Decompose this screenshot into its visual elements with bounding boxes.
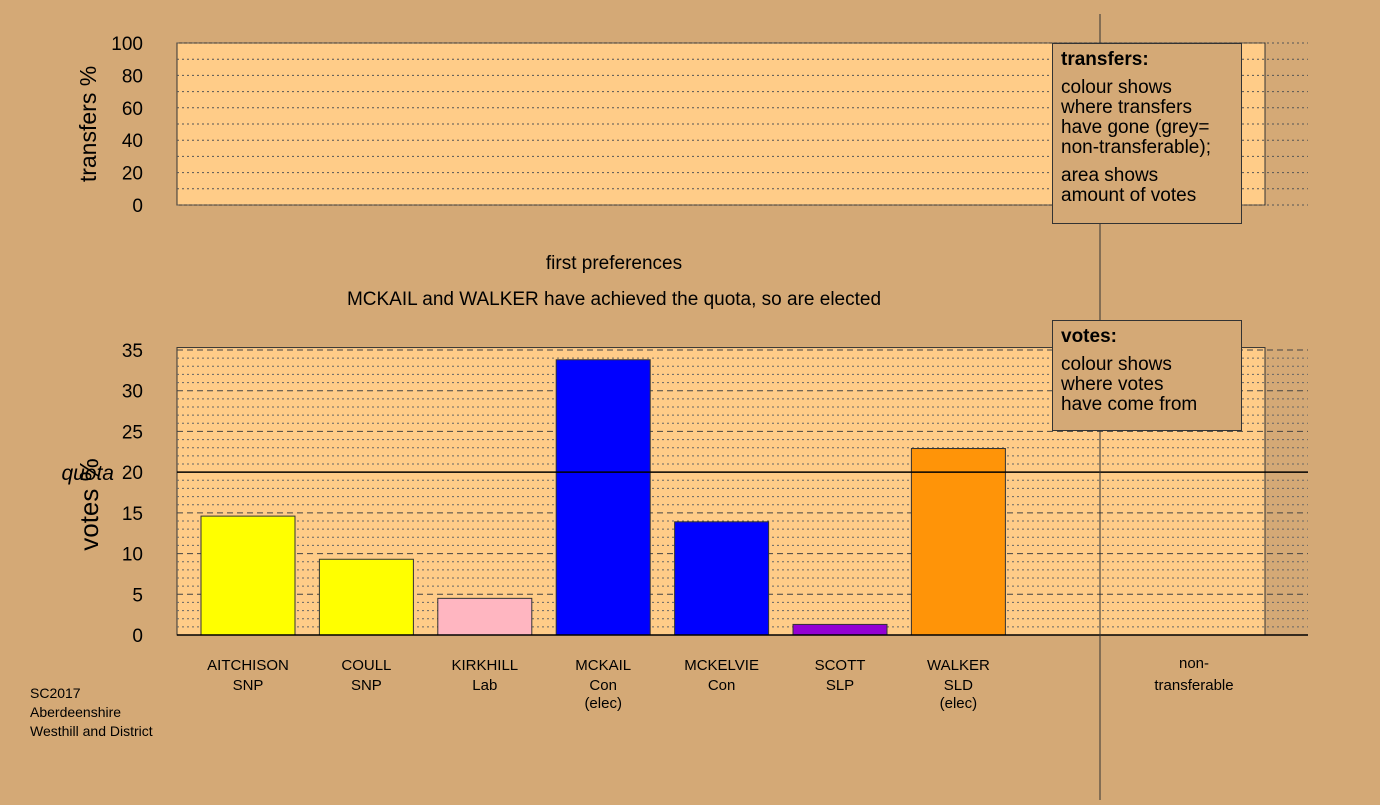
x-tick-label-party: SLP <box>826 677 854 694</box>
transfers-y-tick-label: 40 <box>122 131 143 152</box>
footer-line: Aberdeenshire <box>30 704 122 720</box>
votes-y-tick-label: 35 <box>122 341 143 362</box>
legend-transfers-line: area shows <box>1061 165 1159 186</box>
x-tick-label-party: SNP <box>351 677 382 694</box>
nontransferable-label: transferable <box>1154 677 1233 694</box>
legend-transfers-line: non-transferable); <box>1061 137 1211 158</box>
votes-y-tick-label: 30 <box>122 382 143 403</box>
transfers-y-tick-label: 60 <box>122 99 143 120</box>
transfers-y-tick-label: 80 <box>122 66 143 87</box>
legend-votes-line: colour shows <box>1061 354 1172 375</box>
bar-aitchison <box>200 515 296 636</box>
legend-transfers-line: amount of votes <box>1061 185 1197 206</box>
bar-walker <box>910 448 1006 636</box>
x-tick-label-note: (elec) <box>584 695 622 712</box>
chart-subtitle: MCKAIL and WALKER have achieved the quot… <box>347 289 881 310</box>
x-tick-label-name: AITCHISON <box>207 657 289 674</box>
transfers-y-axis-label: transfers % <box>75 66 101 182</box>
legend-transfers-line: colour shows <box>1061 77 1172 98</box>
x-tick-label-party: Con <box>589 677 617 694</box>
footer-caption: SC2017 Aberdeenshire Westhill and Distri… <box>30 684 153 741</box>
x-tick-label-party: SNP <box>233 677 264 694</box>
transfers-y-tick-label: 100 <box>111 34 143 55</box>
legend-votes-line: have come from <box>1061 394 1198 415</box>
x-tick-label-name: KIRKHILL <box>451 657 518 674</box>
x-tick-label-note: (elec) <box>940 695 978 712</box>
legend-votes-title: votes: <box>1061 326 1117 347</box>
chart-title: first preferences <box>546 253 682 274</box>
legend-transfers-line: where transfers <box>1061 97 1192 118</box>
legend-votes-line: where votes <box>1061 374 1164 395</box>
votes-y-tick-label: 20 <box>122 463 143 484</box>
x-tick-label-name: MCKELVIE <box>684 657 759 674</box>
x-tick-label-name: MCKAIL <box>575 657 631 674</box>
votes-y-tick-label: 0 <box>132 626 143 647</box>
quota-label: quota <box>61 462 114 485</box>
bar-kirkhill <box>437 597 533 636</box>
x-tick-label-party: SLD <box>944 677 973 694</box>
votes-y-tick-label: 5 <box>132 585 143 606</box>
x-tick-label-name: COULL <box>341 657 391 674</box>
nontransferable-label: non- <box>1179 655 1209 672</box>
transfers-y-tick-label: 20 <box>122 164 143 185</box>
bar-scott <box>792 623 888 636</box>
legend-transfers-title: transfers: <box>1061 49 1149 70</box>
votes-y-tick-label: 15 <box>122 504 143 525</box>
legend-transfers-line: have gone (grey= <box>1061 117 1210 138</box>
x-tick-label-name: WALKER <box>927 657 990 674</box>
x-tick-label-party: Con <box>708 677 736 694</box>
footer-line: Westhill and District <box>30 723 153 739</box>
bar-mckelvie <box>674 521 770 636</box>
x-tick-label-name: SCOTT <box>815 657 866 674</box>
footer-line: SC2017 <box>30 685 81 701</box>
bar-mckail <box>555 359 651 636</box>
transfers-y-tick-label: 0 <box>132 196 143 217</box>
legend-transfers: transfers: colour shows where transfers … <box>1052 43 1242 224</box>
legend-votes: votes: colour shows where votes have com… <box>1052 320 1242 431</box>
x-tick-label-party: Lab <box>472 677 497 694</box>
votes-y-axis-label: votes % <box>74 458 104 551</box>
bar-coull <box>318 558 414 636</box>
votes-y-tick-label: 10 <box>122 545 143 566</box>
votes-y-tick-label: 25 <box>122 422 143 443</box>
